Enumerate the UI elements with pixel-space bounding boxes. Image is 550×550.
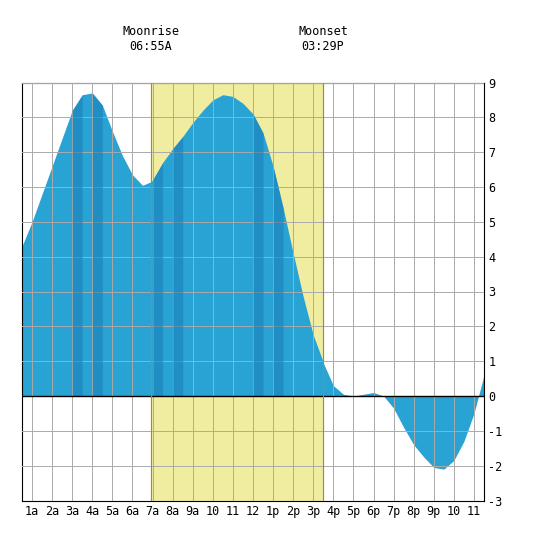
- Text: Moonset
03:29P: Moonset 03:29P: [298, 25, 348, 53]
- Text: Moonrise
06:55A: Moonrise 06:55A: [123, 25, 179, 53]
- Bar: [151, 82, 323, 500]
